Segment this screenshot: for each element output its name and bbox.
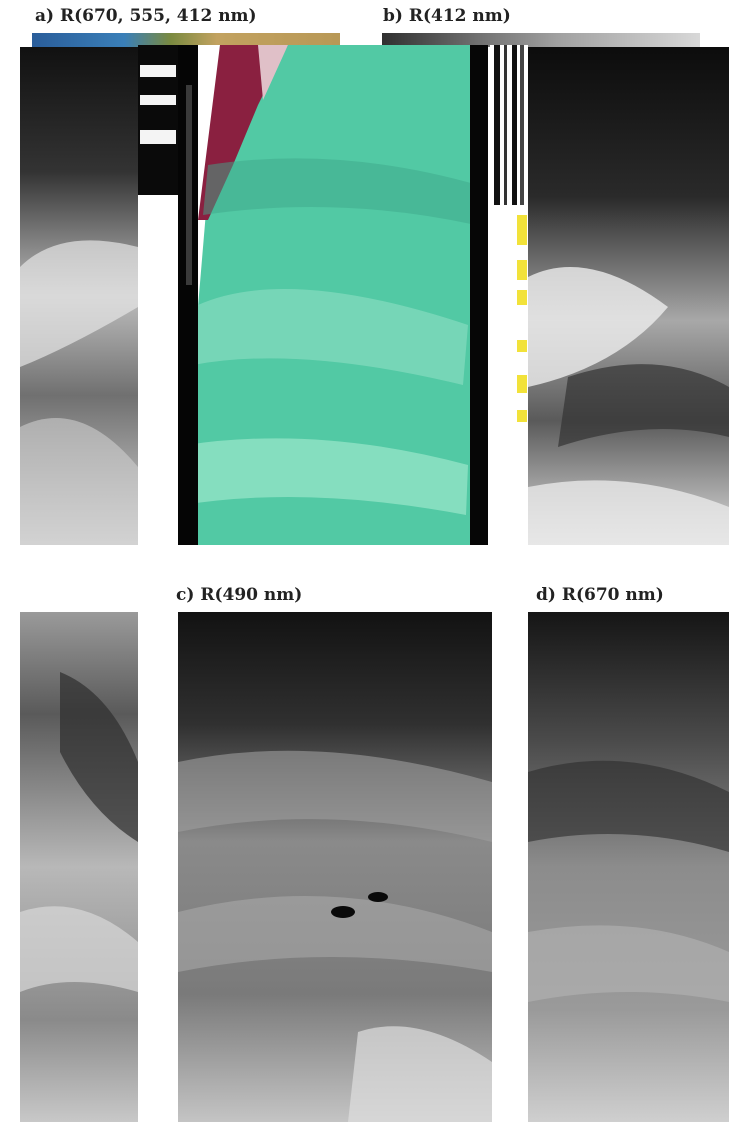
panel-b-label: b) R(412 nm)	[383, 6, 511, 26]
panel-c-label: c) R(490 nm)	[176, 585, 303, 605]
panel-separator-strip	[490, 45, 528, 205]
left-strip-bottom-image	[20, 612, 138, 1122]
panel-b-top-strip	[382, 33, 700, 47]
panel-a-label: a) R(670, 555, 412 nm)	[35, 6, 257, 26]
panel-d-label: d) R(670 nm)	[536, 585, 664, 605]
panel-c-490nm-image	[178, 612, 492, 1122]
panel-a-true-color-image	[138, 45, 488, 545]
panel-a-top-strip	[32, 33, 340, 47]
panel-d-670nm-image	[528, 612, 729, 1122]
left-strip-top-image	[20, 47, 138, 545]
panel-b-412nm-image	[528, 47, 729, 545]
yellow-marker-strip	[517, 215, 527, 425]
